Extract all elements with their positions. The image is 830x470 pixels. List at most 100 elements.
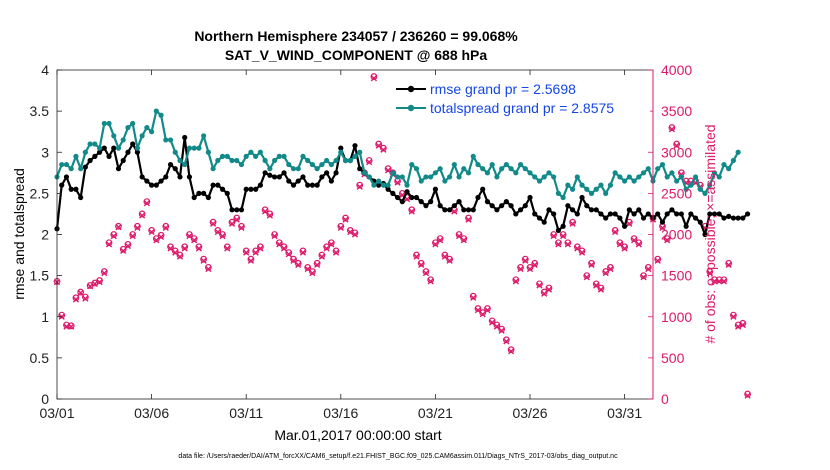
obs-assimilated-stroke: [219, 233, 226, 240]
obs-assimilated-marker: [555, 241, 562, 248]
rmse-point: [324, 170, 330, 176]
rmse-point: [153, 182, 159, 188]
obs-assimilated-marker: [87, 283, 94, 290]
rmse-point: [726, 213, 732, 220]
rmse-point: [262, 170, 268, 176]
obs-assimilated-marker: [706, 270, 713, 277]
obs-assimilated-marker: [470, 294, 477, 301]
obs-assimilated-marker: [96, 279, 103, 286]
legend-spread-label: totalspread grand pr = 2.8575: [430, 100, 614, 116]
spread-point: [546, 170, 552, 176]
y-axis-right-label: # of obs: o=possible; ×=assimilated: [702, 124, 718, 343]
rmse-point: [87, 157, 93, 164]
obs-assimilated-marker: [474, 307, 482, 314]
spread-point: [357, 149, 363, 155]
obs-assimilated-marker: [370, 75, 378, 82]
obs-assimilated-stroke: [191, 237, 198, 244]
x-tick-label: 03/11: [229, 405, 263, 421]
spread-point: [267, 166, 273, 172]
obs-assimilated-marker: [588, 261, 595, 269]
spread-point: [338, 149, 344, 155]
obs-assimilated-stroke: [172, 249, 179, 256]
rmse-point: [456, 199, 462, 205]
obs-possible-marker: [474, 305, 482, 312]
obs-assimilated-marker: [545, 286, 553, 293]
spread-point: [588, 190, 595, 196]
obs-assimilated-marker: [541, 290, 548, 297]
obs-assimilated-marker: [276, 241, 283, 248]
obs-assimilated-marker: [347, 228, 354, 236]
y-right-tick-label: 1500: [661, 268, 692, 284]
spread-point: [224, 153, 230, 159]
spread-point: [82, 149, 88, 155]
spread-point: [361, 170, 368, 176]
obs-assimilated-marker: [167, 245, 174, 252]
obs-possible-marker: [488, 317, 496, 325]
obs-assimilated-stroke: [446, 257, 453, 264]
rmse-point: [210, 182, 216, 188]
spread-point: [626, 174, 632, 180]
obs-possible-marker: [72, 294, 80, 302]
obs-assimilated-marker: [172, 249, 179, 256]
obs-assimilated-stroke: [451, 208, 458, 215]
obs-assimilated-marker: [432, 241, 439, 248]
rmse-point: [196, 190, 202, 196]
obs-assimilated-marker: [176, 253, 184, 260]
spread-point: [68, 166, 74, 172]
obs-assimilated-stroke: [664, 237, 671, 244]
obs-assimilated-stroke: [403, 196, 411, 203]
spread-point: [721, 161, 727, 168]
obs-assimilated-stroke: [342, 216, 349, 223]
rmse-point: [267, 172, 273, 178]
obs-assimilated-stroke: [498, 327, 505, 334]
rmse-point: [390, 190, 396, 196]
rmse-point: [494, 207, 500, 213]
obs-assimilated-stroke: [181, 245, 188, 252]
spread-point: [276, 153, 282, 159]
rmse-point: [319, 174, 325, 180]
obs-possible-marker: [484, 305, 491, 312]
spread-point: [678, 174, 684, 180]
obs-possible-marker: [200, 255, 208, 263]
spread-point: [409, 161, 415, 168]
x-tick-label: 03/16: [323, 405, 358, 421]
obs-assimilated-stroke: [262, 208, 269, 215]
y-axis-left: 0 0.5 1 1.5 2 2.5 3 3.5 4: [30, 62, 62, 407]
obs-assimilated-stroke: [574, 245, 581, 252]
rmse-point: [461, 207, 467, 213]
obs-assimilated-stroke: [739, 321, 746, 329]
spread-point: [271, 157, 278, 164]
spread-point: [115, 145, 122, 151]
rmse-point: [508, 203, 514, 209]
spread-point: [125, 124, 131, 131]
rmse-point: [745, 211, 751, 217]
obs-assimilated-marker: [101, 270, 108, 277]
obs-assimilated-stroke: [228, 220, 236, 227]
obs-assimilated-stroke: [332, 249, 340, 256]
spread-point: [612, 170, 618, 176]
rmse-point: [645, 211, 651, 217]
obs-assimilated-stroke: [328, 241, 335, 248]
y-right-tick-label: 4000: [661, 62, 692, 78]
obs-assimilated-stroke: [134, 224, 141, 232]
rmse-point: [357, 166, 363, 172]
y-right-tick-label: 2500: [661, 185, 692, 201]
spread-point: [59, 161, 65, 168]
obs-assimilated-stroke: [91, 280, 98, 287]
spread-point: [111, 133, 117, 139]
rmse-point: [186, 174, 193, 180]
obs-assimilated-marker: [612, 228, 619, 236]
spread-point: [144, 124, 150, 131]
rmse-point: [593, 207, 599, 213]
obs-possible-marker: [148, 226, 156, 234]
obs-assimilated-stroke: [167, 245, 174, 252]
obs-assimilated-marker: [295, 261, 302, 269]
obs-possible-marker: [564, 239, 572, 247]
obs-assimilated-stroke: [115, 224, 122, 231]
spread-point: [499, 166, 505, 172]
rmse-point: [517, 207, 524, 213]
obs-possible-marker: [592, 280, 600, 288]
obs-possible-marker: [356, 181, 364, 189]
spread-point: [622, 178, 628, 184]
spread-point: [172, 149, 178, 155]
